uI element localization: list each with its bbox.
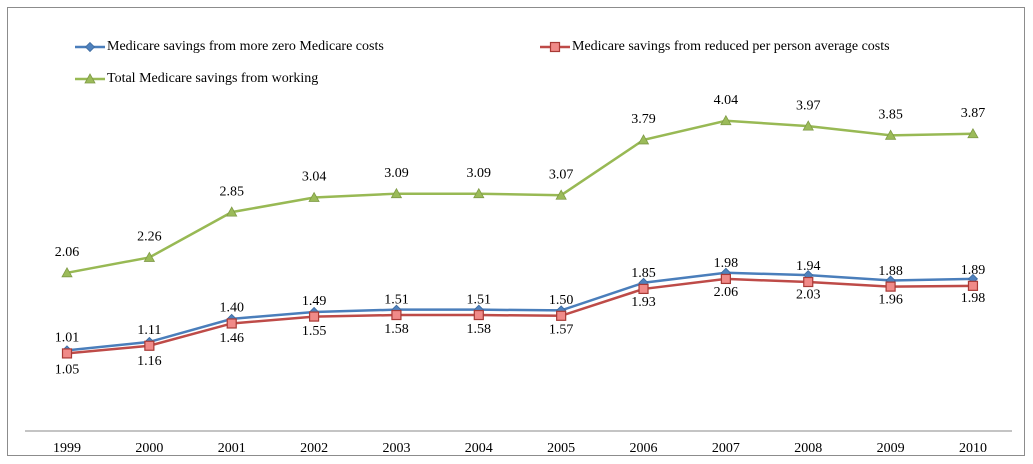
data-label: 3.07 xyxy=(549,167,574,182)
marker xyxy=(720,114,732,126)
data-label: 2.06 xyxy=(55,245,80,260)
data-label: 1.05 xyxy=(55,363,80,378)
data-label: 3.09 xyxy=(384,166,409,181)
data-label: 1.01 xyxy=(55,331,80,346)
marker xyxy=(884,129,897,140)
marker xyxy=(885,281,896,292)
data-label: 1.57 xyxy=(549,323,574,338)
marker xyxy=(308,311,320,322)
data-label: 2.85 xyxy=(219,184,244,199)
marker xyxy=(556,310,567,321)
data-label: 1.40 xyxy=(219,301,244,316)
data-label: 1.49 xyxy=(302,294,327,309)
legend-label: Total Medicare savings from working xyxy=(107,71,318,86)
data-label: 1.89 xyxy=(961,263,986,278)
x-tick-label: 2010 xyxy=(959,441,987,456)
x-tick-label: 2001 xyxy=(218,441,246,456)
data-label: 2.06 xyxy=(714,285,739,300)
x-tick-label: 2007 xyxy=(712,441,740,456)
data-label: 1.58 xyxy=(467,322,492,337)
x-tick-label: 2004 xyxy=(465,441,493,456)
marker xyxy=(637,134,650,145)
data-label: 3.09 xyxy=(467,166,492,181)
data-label: 1.98 xyxy=(714,256,739,271)
x-tick-label: 2006 xyxy=(630,441,658,456)
data-label: 3.87 xyxy=(961,106,986,121)
data-label: 1.85 xyxy=(631,266,656,281)
x-tick-label: 2003 xyxy=(382,441,410,456)
data-label: 2.26 xyxy=(137,230,162,245)
marker xyxy=(84,73,96,84)
data-label: 1.58 xyxy=(384,322,409,337)
data-label: 1.51 xyxy=(467,292,492,307)
data-label: 3.79 xyxy=(631,112,656,127)
x-tick-label: 2000 xyxy=(135,441,163,456)
data-label: 1.50 xyxy=(549,293,574,308)
marker xyxy=(391,309,402,321)
marker xyxy=(84,41,96,53)
data-label: 1.94 xyxy=(796,259,821,274)
data-label: 1.16 xyxy=(137,354,162,369)
series-line xyxy=(66,119,973,275)
marker xyxy=(308,191,320,202)
chart-border xyxy=(7,7,1025,456)
data-label: 1.55 xyxy=(302,324,327,339)
marker xyxy=(549,41,561,53)
data-label: 1.93 xyxy=(631,295,656,310)
legend-label: Medicare savings from reduced per person… xyxy=(572,39,890,54)
series-line xyxy=(66,271,973,352)
legend-label: Medicare savings from more zero Medicare… xyxy=(107,39,384,54)
data-label: 3.85 xyxy=(878,108,903,123)
marker xyxy=(226,206,238,217)
marker xyxy=(555,189,567,200)
marker xyxy=(61,266,73,278)
data-label: 1.98 xyxy=(961,291,986,306)
marker xyxy=(967,280,979,291)
x-tick-label: 1999 xyxy=(53,441,81,456)
x-tick-label: 2008 xyxy=(794,441,822,456)
marker xyxy=(390,187,403,199)
data-label: 1.11 xyxy=(137,323,161,338)
data-label: 1.96 xyxy=(878,293,903,308)
marker xyxy=(967,127,979,139)
marker xyxy=(720,273,731,285)
x-tick-label: 2002 xyxy=(300,441,328,456)
marker xyxy=(803,276,814,288)
marker xyxy=(226,318,237,329)
marker xyxy=(144,340,155,351)
data-label: 3.97 xyxy=(796,98,821,113)
data-label: 3.04 xyxy=(302,170,327,185)
marker xyxy=(61,348,73,359)
x-tick-label: 2009 xyxy=(877,441,905,456)
marker xyxy=(473,309,484,321)
data-label: 1.46 xyxy=(219,331,244,346)
data-label: 1.51 xyxy=(384,292,409,307)
marker xyxy=(638,283,649,295)
data-label: 1.88 xyxy=(878,264,903,279)
data-label: 4.04 xyxy=(714,93,739,108)
series-line xyxy=(66,277,973,355)
data-label: 2.03 xyxy=(796,287,821,302)
x-tick-label: 2005 xyxy=(547,441,575,456)
marker xyxy=(143,251,156,262)
marker xyxy=(802,120,814,131)
marker xyxy=(473,187,485,199)
